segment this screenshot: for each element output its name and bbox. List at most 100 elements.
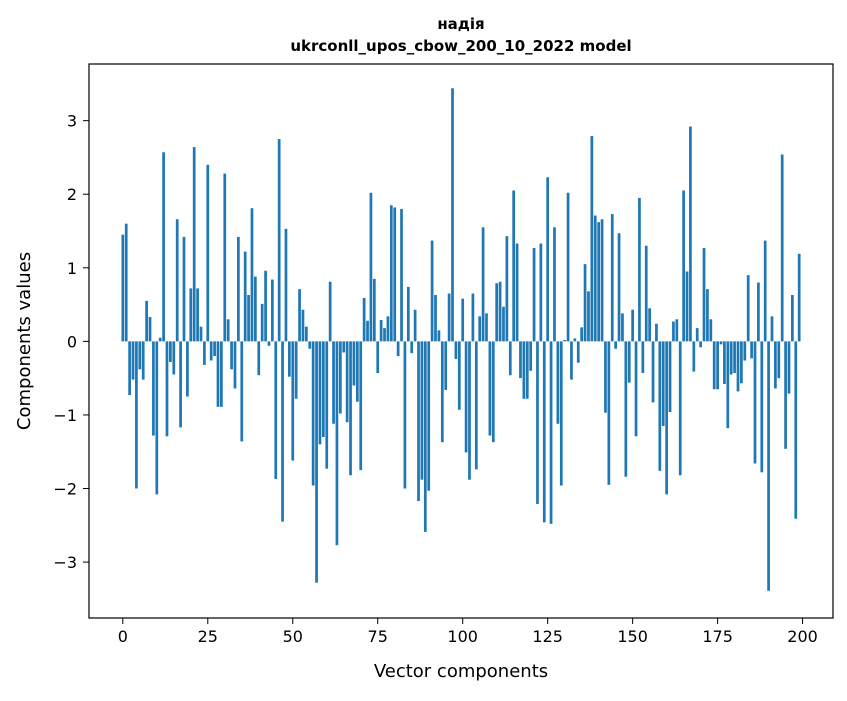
bar <box>522 341 526 399</box>
bar <box>719 341 723 345</box>
bar <box>267 341 271 346</box>
bar <box>427 341 431 491</box>
bar <box>787 341 791 394</box>
bar <box>247 295 250 342</box>
y-axis-ticks: −3 −2 −1 0 1 2 3 <box>53 112 89 572</box>
bar <box>638 197 641 342</box>
bar <box>597 222 601 342</box>
bar <box>155 341 159 495</box>
bar <box>604 341 607 413</box>
bar <box>254 276 257 342</box>
bar <box>556 341 560 424</box>
bar <box>512 190 516 342</box>
bar <box>481 227 485 342</box>
bar <box>284 228 288 342</box>
bar <box>179 341 182 428</box>
bar <box>145 300 148 342</box>
bar <box>271 279 274 342</box>
bar <box>549 341 553 524</box>
bar <box>763 240 767 342</box>
x-tick-label: 75 <box>368 627 388 646</box>
bar <box>529 341 533 371</box>
bar <box>158 337 162 342</box>
bar <box>131 341 135 380</box>
bar <box>291 341 295 461</box>
bar <box>508 341 512 376</box>
bar <box>794 341 798 519</box>
bar <box>199 326 203 342</box>
bar <box>342 341 346 353</box>
bar <box>519 341 522 379</box>
bar <box>689 126 692 342</box>
bar <box>233 341 237 389</box>
bar <box>791 295 794 342</box>
bar <box>355 341 359 402</box>
bar <box>797 253 801 342</box>
bar <box>318 341 322 445</box>
bar <box>308 341 312 349</box>
x-axis-label: Vector components <box>374 661 548 682</box>
bar <box>260 303 264 342</box>
bar <box>230 341 233 370</box>
bar <box>196 288 199 342</box>
bar <box>209 341 213 361</box>
bar <box>152 341 155 436</box>
bar <box>634 341 638 437</box>
bar <box>692 341 696 372</box>
y-tick-label: 1 <box>67 259 77 278</box>
x-tick-label: 125 <box>532 627 563 646</box>
bar <box>559 341 563 486</box>
bar <box>665 341 668 495</box>
bar <box>546 177 550 342</box>
bar <box>389 205 393 342</box>
x-tick-label: 50 <box>283 627 303 646</box>
bar <box>478 316 482 342</box>
bar <box>525 341 529 399</box>
bar <box>488 341 492 436</box>
bar <box>502 306 505 342</box>
bar <box>454 341 458 360</box>
bar <box>141 341 145 380</box>
bar <box>712 341 716 390</box>
bar <box>420 341 424 480</box>
bar <box>746 275 750 342</box>
bar <box>457 341 461 410</box>
bar <box>757 282 760 342</box>
bar <box>328 281 332 342</box>
bar <box>760 341 764 473</box>
y-tick-label: −1 <box>53 406 77 425</box>
bar <box>498 281 502 342</box>
bar <box>563 339 567 342</box>
bar <box>685 271 689 342</box>
bar <box>474 341 478 470</box>
bar <box>203 341 206 365</box>
bar <box>189 288 193 342</box>
bar <box>495 283 499 342</box>
bar <box>532 247 536 342</box>
x-tick-label: 150 <box>617 627 648 646</box>
x-tick-label: 0 <box>118 627 128 646</box>
bar <box>617 233 621 342</box>
bar <box>590 136 594 342</box>
bar <box>345 341 349 423</box>
x-tick-label: 25 <box>198 627 218 646</box>
bar <box>706 289 709 342</box>
bar <box>593 215 597 342</box>
bar <box>767 341 770 591</box>
bar <box>675 319 679 342</box>
bar <box>614 341 618 349</box>
bar <box>413 309 417 342</box>
bar <box>729 341 733 375</box>
bar <box>124 223 128 342</box>
bar <box>553 227 556 342</box>
bar <box>780 154 784 342</box>
bar <box>294 341 298 399</box>
bar <box>716 341 719 390</box>
bar <box>434 295 437 342</box>
x-tick-label: 200 <box>787 627 818 646</box>
y-tick-label: −3 <box>53 553 77 572</box>
bar <box>369 192 373 342</box>
bar <box>539 243 543 342</box>
bar <box>658 341 662 471</box>
